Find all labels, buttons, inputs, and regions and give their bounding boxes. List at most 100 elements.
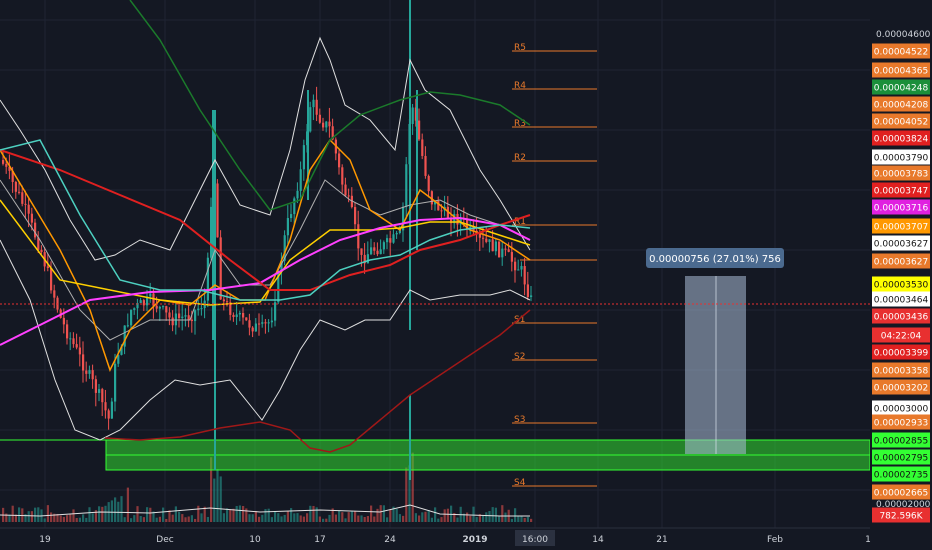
volume-bar	[350, 511, 353, 522]
volume-bar	[357, 515, 360, 522]
candle-body	[30, 213, 33, 223]
price-tag-label: 0.00003530	[874, 281, 929, 291]
candle-body	[94, 379, 97, 393]
candle-body	[280, 260, 283, 272]
volume-bar	[299, 515, 302, 522]
candle-body	[267, 322, 270, 324]
price-tag-label: 0.00003824	[874, 135, 929, 145]
ema-orange	[0, 138, 531, 372]
candle-body	[264, 322, 267, 324]
candle-body	[85, 370, 88, 374]
volume-bar	[216, 469, 219, 522]
volume-bar	[398, 514, 401, 522]
price-axis[interactable]: 0.00004600 0.00003000 0.00002000 0.00004522…	[870, 0, 932, 550]
volume-bar	[379, 505, 382, 522]
volume-bar	[66, 515, 69, 522]
candle-body	[373, 247, 376, 251]
price-tag-label: 0.00003202	[874, 384, 928, 394]
candle-body	[18, 191, 21, 193]
volume-bar	[165, 518, 168, 522]
volume-bar	[472, 506, 475, 522]
candle-body	[248, 320, 251, 328]
volume-bar	[37, 507, 40, 522]
volume-bar	[130, 518, 133, 522]
candle-body	[309, 107, 312, 132]
candle-body	[184, 315, 187, 317]
volume-bar	[331, 508, 334, 522]
price-tag-label: 0.00004248	[874, 84, 929, 94]
volume-bar	[94, 510, 97, 522]
volume-bar	[56, 513, 59, 522]
volume-bar	[46, 505, 49, 522]
candle-body	[414, 107, 417, 121]
price-tag-label: 0.00003627	[874, 240, 928, 250]
volume-bar	[504, 512, 507, 522]
candle-body	[53, 290, 56, 298]
volume-bar	[78, 517, 81, 522]
volume-bar	[8, 514, 11, 522]
candle-body	[69, 338, 72, 340]
candle-body	[258, 323, 261, 325]
candle-body	[155, 305, 158, 309]
candle-body	[104, 402, 107, 411]
volume-bar	[194, 518, 197, 522]
volume-bar	[152, 511, 155, 522]
time-tick-label: 17	[314, 535, 325, 545]
volume-bar	[376, 508, 379, 522]
price-tag	[872, 414, 930, 430]
price-tag	[872, 308, 930, 324]
price-tag-label: 0.00002665	[874, 489, 928, 499]
price-tag	[872, 218, 930, 234]
candle-body	[331, 126, 334, 140]
candle-body	[46, 266, 49, 268]
measure-tool[interactable]: 0.00000756 (27.01%) 756	[646, 248, 784, 454]
price-tag	[872, 199, 930, 215]
bollinger-middle	[0, 179, 531, 341]
price-tag	[872, 235, 930, 251]
time-tick-label: Dec	[156, 535, 173, 545]
volume-bar	[187, 516, 190, 522]
candle-body	[222, 299, 225, 302]
price-tag	[872, 43, 930, 59]
volume-bar	[274, 511, 277, 522]
volume-bar	[53, 513, 56, 522]
candle-body	[11, 170, 14, 182]
candle-body	[440, 210, 443, 212]
candle-body	[424, 155, 427, 176]
volume-bar	[341, 512, 344, 522]
price-tag	[872, 432, 930, 448]
time-axis[interactable]: 19 Dec 10 17 24 2019 16:00 14 21 Feb 1	[0, 527, 932, 550]
price-tag-label: 0.00003464	[874, 296, 929, 306]
candle-body	[206, 257, 209, 301]
pivot-label-s4: S4	[514, 478, 526, 488]
time-tick-label: 19	[39, 535, 51, 545]
volume-bar	[59, 515, 62, 522]
price-tag-label: 0.00002933	[874, 419, 928, 429]
candle-body	[194, 310, 197, 322]
price-tag-label: 782.596K	[879, 512, 923, 522]
candle-body	[50, 267, 53, 291]
volume-bar	[382, 505, 385, 522]
volume-bar	[133, 515, 136, 522]
candle-body	[302, 145, 305, 170]
candle-body	[75, 344, 78, 348]
volume-bar	[411, 452, 414, 522]
candle-body	[133, 308, 136, 310]
time-axis-bg	[0, 528, 932, 550]
volume-bar	[418, 515, 421, 522]
candle-body	[136, 303, 139, 309]
candle-body	[427, 175, 430, 192]
candle-body	[370, 247, 373, 255]
price-tag	[872, 165, 930, 181]
volume-bar	[162, 507, 165, 522]
candle-body	[501, 248, 504, 258]
candle-body	[341, 167, 344, 185]
candle-body	[510, 251, 513, 262]
volume-bar	[389, 509, 392, 522]
volume-bar	[14, 514, 17, 522]
candle-body	[376, 250, 379, 255]
price-tag-label: 0.00002855	[874, 437, 928, 447]
volume-bar	[43, 518, 46, 522]
candle-body	[402, 206, 405, 231]
